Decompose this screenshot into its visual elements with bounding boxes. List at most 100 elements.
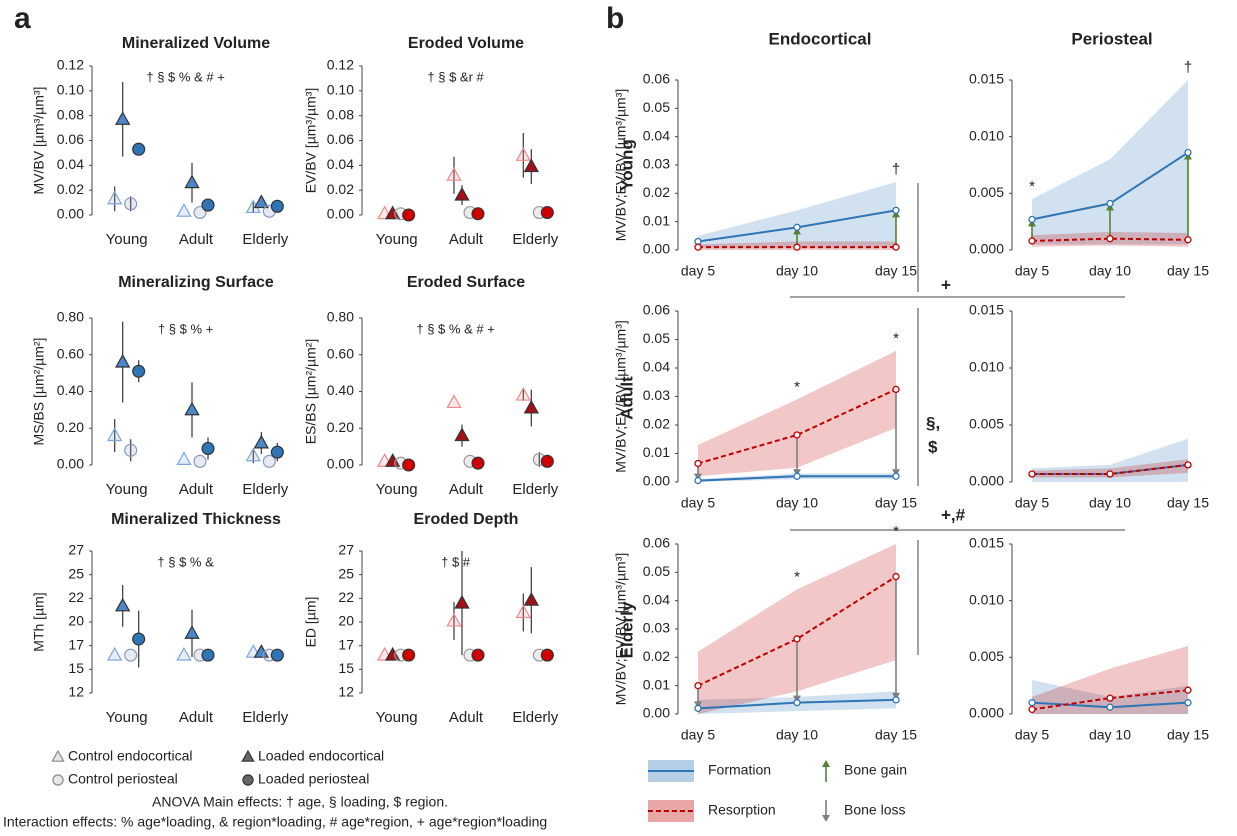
marker-circle: [540, 648, 554, 662]
comparison-label: $: [928, 437, 938, 456]
x-tick-label: Elderly: [242, 709, 288, 726]
point: [1184, 461, 1192, 469]
x-tick-label: Young: [106, 709, 148, 726]
legend-label: Control periosteal: [68, 771, 178, 787]
marker-triangle: [384, 205, 401, 220]
y-tick-label: 0.04: [643, 127, 670, 143]
y-tick-label: 0.80: [327, 309, 354, 325]
y-tick-label: 0.010: [969, 359, 1004, 375]
x-tick-label: Adult: [449, 709, 484, 726]
marker-circle: [132, 632, 146, 646]
line: [697, 388, 897, 465]
point: [892, 696, 900, 704]
marker-triangle: [515, 386, 532, 401]
marker-circle: [52, 774, 64, 786]
y-tick-label: 0.000: [969, 473, 1004, 489]
x-tick-label: day 10: [1089, 263, 1131, 279]
x-tick-label: day 10: [1089, 495, 1131, 511]
y-tick-label: 0.04: [327, 156, 354, 172]
point: [1184, 148, 1192, 157]
marker-triangle: [51, 749, 65, 762]
x-tick-label: day 5: [1015, 495, 1049, 511]
x-tick-label: day 10: [776, 495, 818, 511]
y-tick-label: 0.60: [327, 345, 354, 361]
marker-circle: [124, 197, 138, 211]
point: [694, 682, 702, 690]
y-tick-label: 0.04: [643, 359, 670, 375]
chart-title: Mineralized Thickness: [111, 511, 281, 528]
y-tick-label: 0.12: [57, 57, 84, 73]
y-tick-label: 0.40: [57, 382, 84, 398]
marker-triangle: [114, 353, 131, 368]
comparison-label: +: [941, 275, 951, 294]
point: [694, 459, 702, 468]
y-axis-label: MS/BS [µm²/µm²]: [31, 338, 47, 446]
x-tick-label: Adult: [449, 481, 484, 498]
marker-triangle: [454, 594, 470, 609]
point: [793, 635, 801, 643]
band: [698, 182, 896, 248]
point: [694, 476, 702, 485]
marker-triangle: [515, 604, 532, 619]
marker-triangle: [176, 646, 192, 661]
legend-arrow-head: [822, 815, 830, 822]
y-tick-label: 0.015: [969, 71, 1004, 87]
x-tick-label: Adult: [179, 709, 214, 726]
point: [1184, 686, 1192, 694]
line: [1031, 689, 1189, 711]
marker-circle: [270, 648, 284, 662]
marker-circle: [402, 208, 416, 222]
band: [698, 544, 896, 714]
point: [1106, 703, 1114, 711]
marker-circle: [270, 199, 284, 213]
y-tick-label: 0.005: [969, 416, 1004, 432]
legend-label: Formation: [708, 762, 771, 778]
significance: † $ #: [441, 554, 471, 569]
point: [1028, 215, 1036, 224]
significance: † § $ % & # +: [146, 69, 224, 84]
y-axis-label: MV/BV;EV/BV [µm³/µm³]: [613, 553, 629, 706]
y-tick-label: 0.015: [969, 535, 1004, 551]
point: [793, 431, 801, 439]
y-tick-label: 0.00: [57, 456, 84, 472]
point: [892, 243, 900, 251]
x-tick-label: day 5: [681, 263, 715, 279]
chart-title: Eroded Surface: [407, 274, 525, 291]
panel-label: b: [606, 2, 624, 35]
comparison-label: +,#: [941, 505, 966, 524]
band: [1032, 438, 1188, 482]
x-tick-label: day 5: [1015, 727, 1049, 743]
y-tick-label: 0.02: [643, 648, 670, 664]
note: Interaction effects: % age*loading, & re…: [3, 814, 547, 830]
marker-triangle: [384, 646, 401, 661]
point: [1028, 699, 1036, 707]
legend-label: Bone gain: [844, 762, 907, 778]
y-tick-label: 0.20: [327, 419, 354, 435]
point: [892, 472, 900, 480]
y-tick-label: 27: [338, 542, 354, 558]
marker-triangle: [241, 749, 255, 762]
note: ANOVA Main effects: † age, § loading, $ …: [152, 794, 448, 810]
marker-triangle: [106, 427, 123, 442]
point-label: *: [794, 378, 800, 395]
y-axis-label: EV/BV [µm³/µm³]: [303, 88, 319, 194]
row-title: Adult: [617, 376, 636, 420]
point: [793, 699, 801, 707]
chart-title: Mineralized Volume: [122, 35, 270, 52]
x-tick-label: day 5: [681, 727, 715, 743]
marker-triangle: [515, 147, 532, 161]
point: [1106, 470, 1114, 478]
y-tick-label: 25: [68, 565, 84, 581]
marker-circle: [471, 456, 485, 470]
y-tick-label: 0.00: [643, 705, 670, 721]
point: [1106, 694, 1114, 702]
marker-circle: [124, 648, 138, 662]
point: [892, 206, 900, 214]
legend-label: Resorption: [708, 802, 776, 818]
y-tick-label: 0.06: [327, 131, 354, 147]
y-tick-label: 0.03: [643, 620, 670, 636]
legend-label: Bone loss: [844, 802, 905, 818]
y-tick-label: 12: [338, 684, 354, 700]
marker-triangle: [523, 399, 540, 414]
